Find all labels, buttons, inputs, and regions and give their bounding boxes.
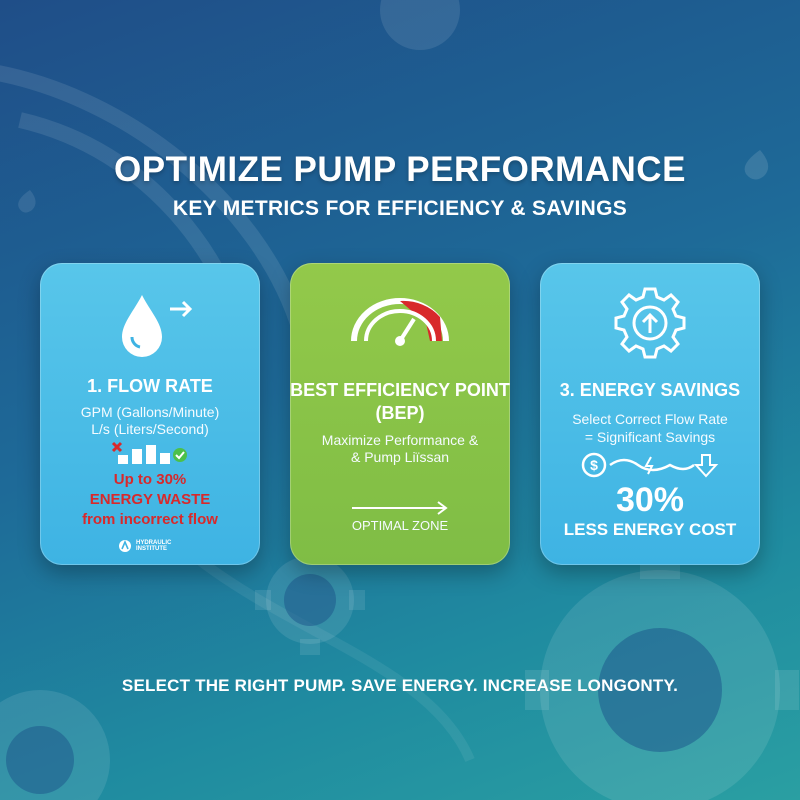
savings-flow-icon: $	[540, 451, 760, 479]
energy-waste-percent: Up to 30%	[113, 471, 187, 488]
arrow-right-icon	[290, 501, 510, 515]
bep-desc-line2: & Pump Liïssan	[350, 449, 450, 465]
gear-arrow-icon	[540, 287, 760, 359]
page-subtitle: KEY METRICS FOR EFFICIENCY & SAVINGS	[172, 197, 628, 220]
flow-rate-card: 1. FLOW RATE GPM (Gallons/Minute) L/s (L…	[40, 263, 260, 565]
energy-savings-title: 3. ENERGY SAVINGS	[559, 380, 741, 400]
energy-savings-line2: = Significant Savings	[584, 429, 716, 445]
hydraulic-institute-logo: HYDRAULIC INSTITUTE	[40, 539, 260, 553]
energy-savings-card: 3. ENERGY SAVINGS Select Correct Flow Ra…	[540, 263, 760, 565]
page-title: OPTIMIZE PUMP PERFORMANCE	[114, 150, 686, 189]
savings-caption: LESS ENERGY COST	[563, 520, 737, 539]
water-drop-arrow-icon	[40, 293, 260, 363]
flow-rate-title: 1. FLOW RATE	[87, 376, 213, 396]
energy-savings-line1: Select Correct Flow Rate	[572, 411, 728, 427]
bep-title: BEST EFFICIENCY POINT	[290, 380, 510, 400]
optimal-zone-label: OPTIMAL ZONE	[351, 518, 449, 533]
energy-waste-label: ENERGY WASTE	[89, 491, 211, 508]
gauge-icon	[290, 297, 510, 347]
bep-card: BEST EFFICIENCY POINT (BEP) Maximize Per…	[290, 263, 510, 565]
bep-title-abbr: (BEP)	[375, 403, 425, 423]
footer-tagline: SELECT THE RIGHT PUMP. SAVE ENERGY. INCR…	[121, 676, 679, 695]
flow-rate-unit-gpm: GPM (Gallons/Minute)	[80, 404, 220, 420]
bep-desc-line1: Maximize Performance &	[321, 432, 479, 448]
logo-text: HYDRAULIC INSTITUTE	[136, 540, 172, 552]
savings-percent: 30%	[615, 481, 685, 519]
flow-comparison-icon	[40, 441, 260, 465]
energy-waste-cause: from incorrect flow	[82, 511, 218, 528]
svg-text:$: $	[590, 457, 598, 473]
flow-rate-unit-ls: L/s (Liters/Second)	[91, 421, 209, 437]
